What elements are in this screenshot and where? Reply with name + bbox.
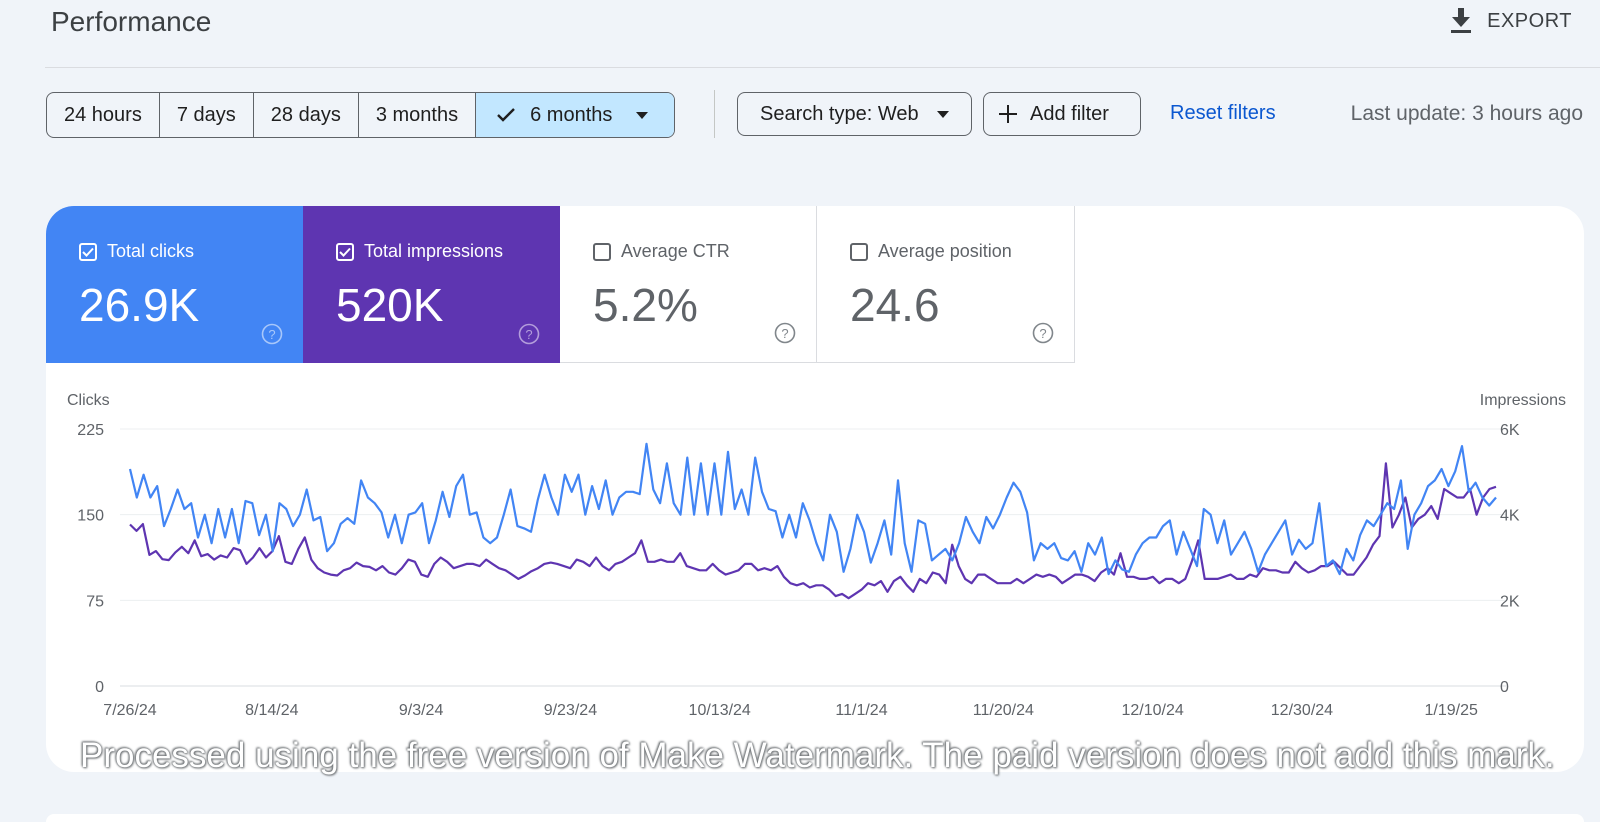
x-tick-label: 9/23/24 bbox=[544, 702, 597, 719]
range-24-hours[interactable]: 24 hours bbox=[47, 93, 160, 137]
x-tick-label: 10/13/24 bbox=[689, 702, 751, 719]
right-tick-label: 0 bbox=[1500, 679, 1509, 696]
search-type-dropdown[interactable]: Search type: Web bbox=[737, 92, 972, 136]
svg-text:?: ? bbox=[268, 327, 275, 342]
metric-value: 26.9K bbox=[79, 279, 200, 331]
x-tick-label: 1/19/25 bbox=[1425, 702, 1478, 719]
left-tick-label: 75 bbox=[86, 593, 104, 610]
svg-text:?: ? bbox=[781, 326, 788, 341]
export-button[interactable]: EXPORT bbox=[1449, 8, 1572, 34]
metric-value: 520K bbox=[336, 279, 444, 331]
page-title: Performance bbox=[51, 6, 212, 37]
series-line-impressions[interactable] bbox=[129, 462, 1497, 600]
performance-chart[interactable]: Clicks Impressions 225 6K 150 4K 75 2K 0 0 7/26/… bbox=[46, 363, 1584, 772]
checkbox-checked-icon[interactable] bbox=[79, 242, 97, 261]
metric-label: Average CTR bbox=[621, 241, 730, 261]
range-3-months[interactable]: 3 months bbox=[359, 93, 477, 137]
search-type-label: Search type: Web bbox=[760, 102, 919, 125]
metric-label: Total impressions bbox=[364, 241, 504, 261]
help-icon[interactable]: ? bbox=[1032, 322, 1054, 344]
header-divider bbox=[45, 67, 1600, 68]
download-icon bbox=[1451, 8, 1472, 33]
watermark-text: Processed using the free version of Make… bbox=[80, 736, 1555, 775]
checkbox-unchecked-icon[interactable] bbox=[850, 242, 868, 261]
range-28-days[interactable]: 28 days bbox=[254, 93, 359, 137]
x-tick-label: 12/10/24 bbox=[1121, 702, 1183, 719]
check-icon bbox=[497, 108, 515, 122]
help-icon[interactable]: ? bbox=[261, 323, 283, 345]
reset-filters-link[interactable]: Reset filters bbox=[1170, 102, 1276, 124]
x-tick-label: 11/1/24 bbox=[835, 702, 887, 719]
plus-icon bbox=[999, 105, 1017, 123]
performance-card: Total clicks 26.9K ? Total impressions 5… bbox=[46, 206, 1584, 772]
add-filter-label: Add filter bbox=[1030, 102, 1109, 125]
add-filter-button[interactable]: Add filter bbox=[983, 92, 1141, 136]
help-icon[interactable]: ? bbox=[774, 322, 796, 344]
next-card-edge bbox=[46, 814, 1584, 822]
right-axis-title: Impressions bbox=[1480, 392, 1566, 409]
metric-value: 5.2% bbox=[593, 279, 698, 331]
x-tick-label: 12/30/24 bbox=[1271, 702, 1333, 719]
help-icon[interactable]: ? bbox=[518, 323, 540, 345]
checkbox-checked-icon[interactable] bbox=[336, 242, 354, 261]
svg-text:?: ? bbox=[525, 327, 532, 342]
caret-down-icon bbox=[636, 111, 649, 119]
metric-total-clicks[interactable]: Total clicks 26.9K ? bbox=[46, 206, 303, 363]
metric-average-position[interactable]: Average position 24.6 ? bbox=[817, 206, 1075, 363]
date-range-selector: 24 hours 7 days 28 days 3 months 6 month… bbox=[46, 92, 676, 138]
left-tick-label: 0 bbox=[95, 679, 104, 696]
svg-text:?: ? bbox=[1039, 326, 1046, 341]
left-axis-title: Clicks bbox=[67, 392, 110, 409]
x-tick-label: 9/3/24 bbox=[399, 702, 444, 719]
right-tick-label: 2K bbox=[1500, 593, 1520, 610]
metric-average-ctr[interactable]: Average CTR 5.2% ? bbox=[560, 206, 817, 363]
right-tick-label: 6K bbox=[1500, 422, 1520, 439]
left-tick-label: 150 bbox=[77, 508, 104, 525]
export-label: EXPORT bbox=[1487, 9, 1572, 32]
x-tick-label: 11/20/24 bbox=[973, 702, 1034, 719]
metric-label: Average position bbox=[878, 241, 1012, 261]
series-line-clicks[interactable] bbox=[128, 442, 1497, 576]
x-tick-label: 7/26/24 bbox=[103, 702, 156, 719]
right-tick-label: 4K bbox=[1500, 508, 1520, 525]
filter-divider bbox=[714, 90, 715, 138]
metric-value: 24.6 bbox=[850, 279, 940, 331]
range-6-months[interactable]: 6 months bbox=[476, 93, 675, 137]
left-tick-label: 225 bbox=[77, 422, 104, 439]
range-6-months-label: 6 months bbox=[530, 103, 613, 126]
metric-total-impressions[interactable]: Total impressions 520K ? bbox=[303, 206, 560, 363]
last-update-text: Last update: 3 hours ago bbox=[1350, 102, 1583, 125]
checkbox-unchecked-icon[interactable] bbox=[593, 242, 611, 261]
range-7-days[interactable]: 7 days bbox=[160, 93, 254, 137]
caret-down-icon bbox=[936, 110, 949, 118]
metric-label: Total clicks bbox=[107, 241, 195, 261]
x-tick-label: 8/14/24 bbox=[245, 702, 298, 719]
